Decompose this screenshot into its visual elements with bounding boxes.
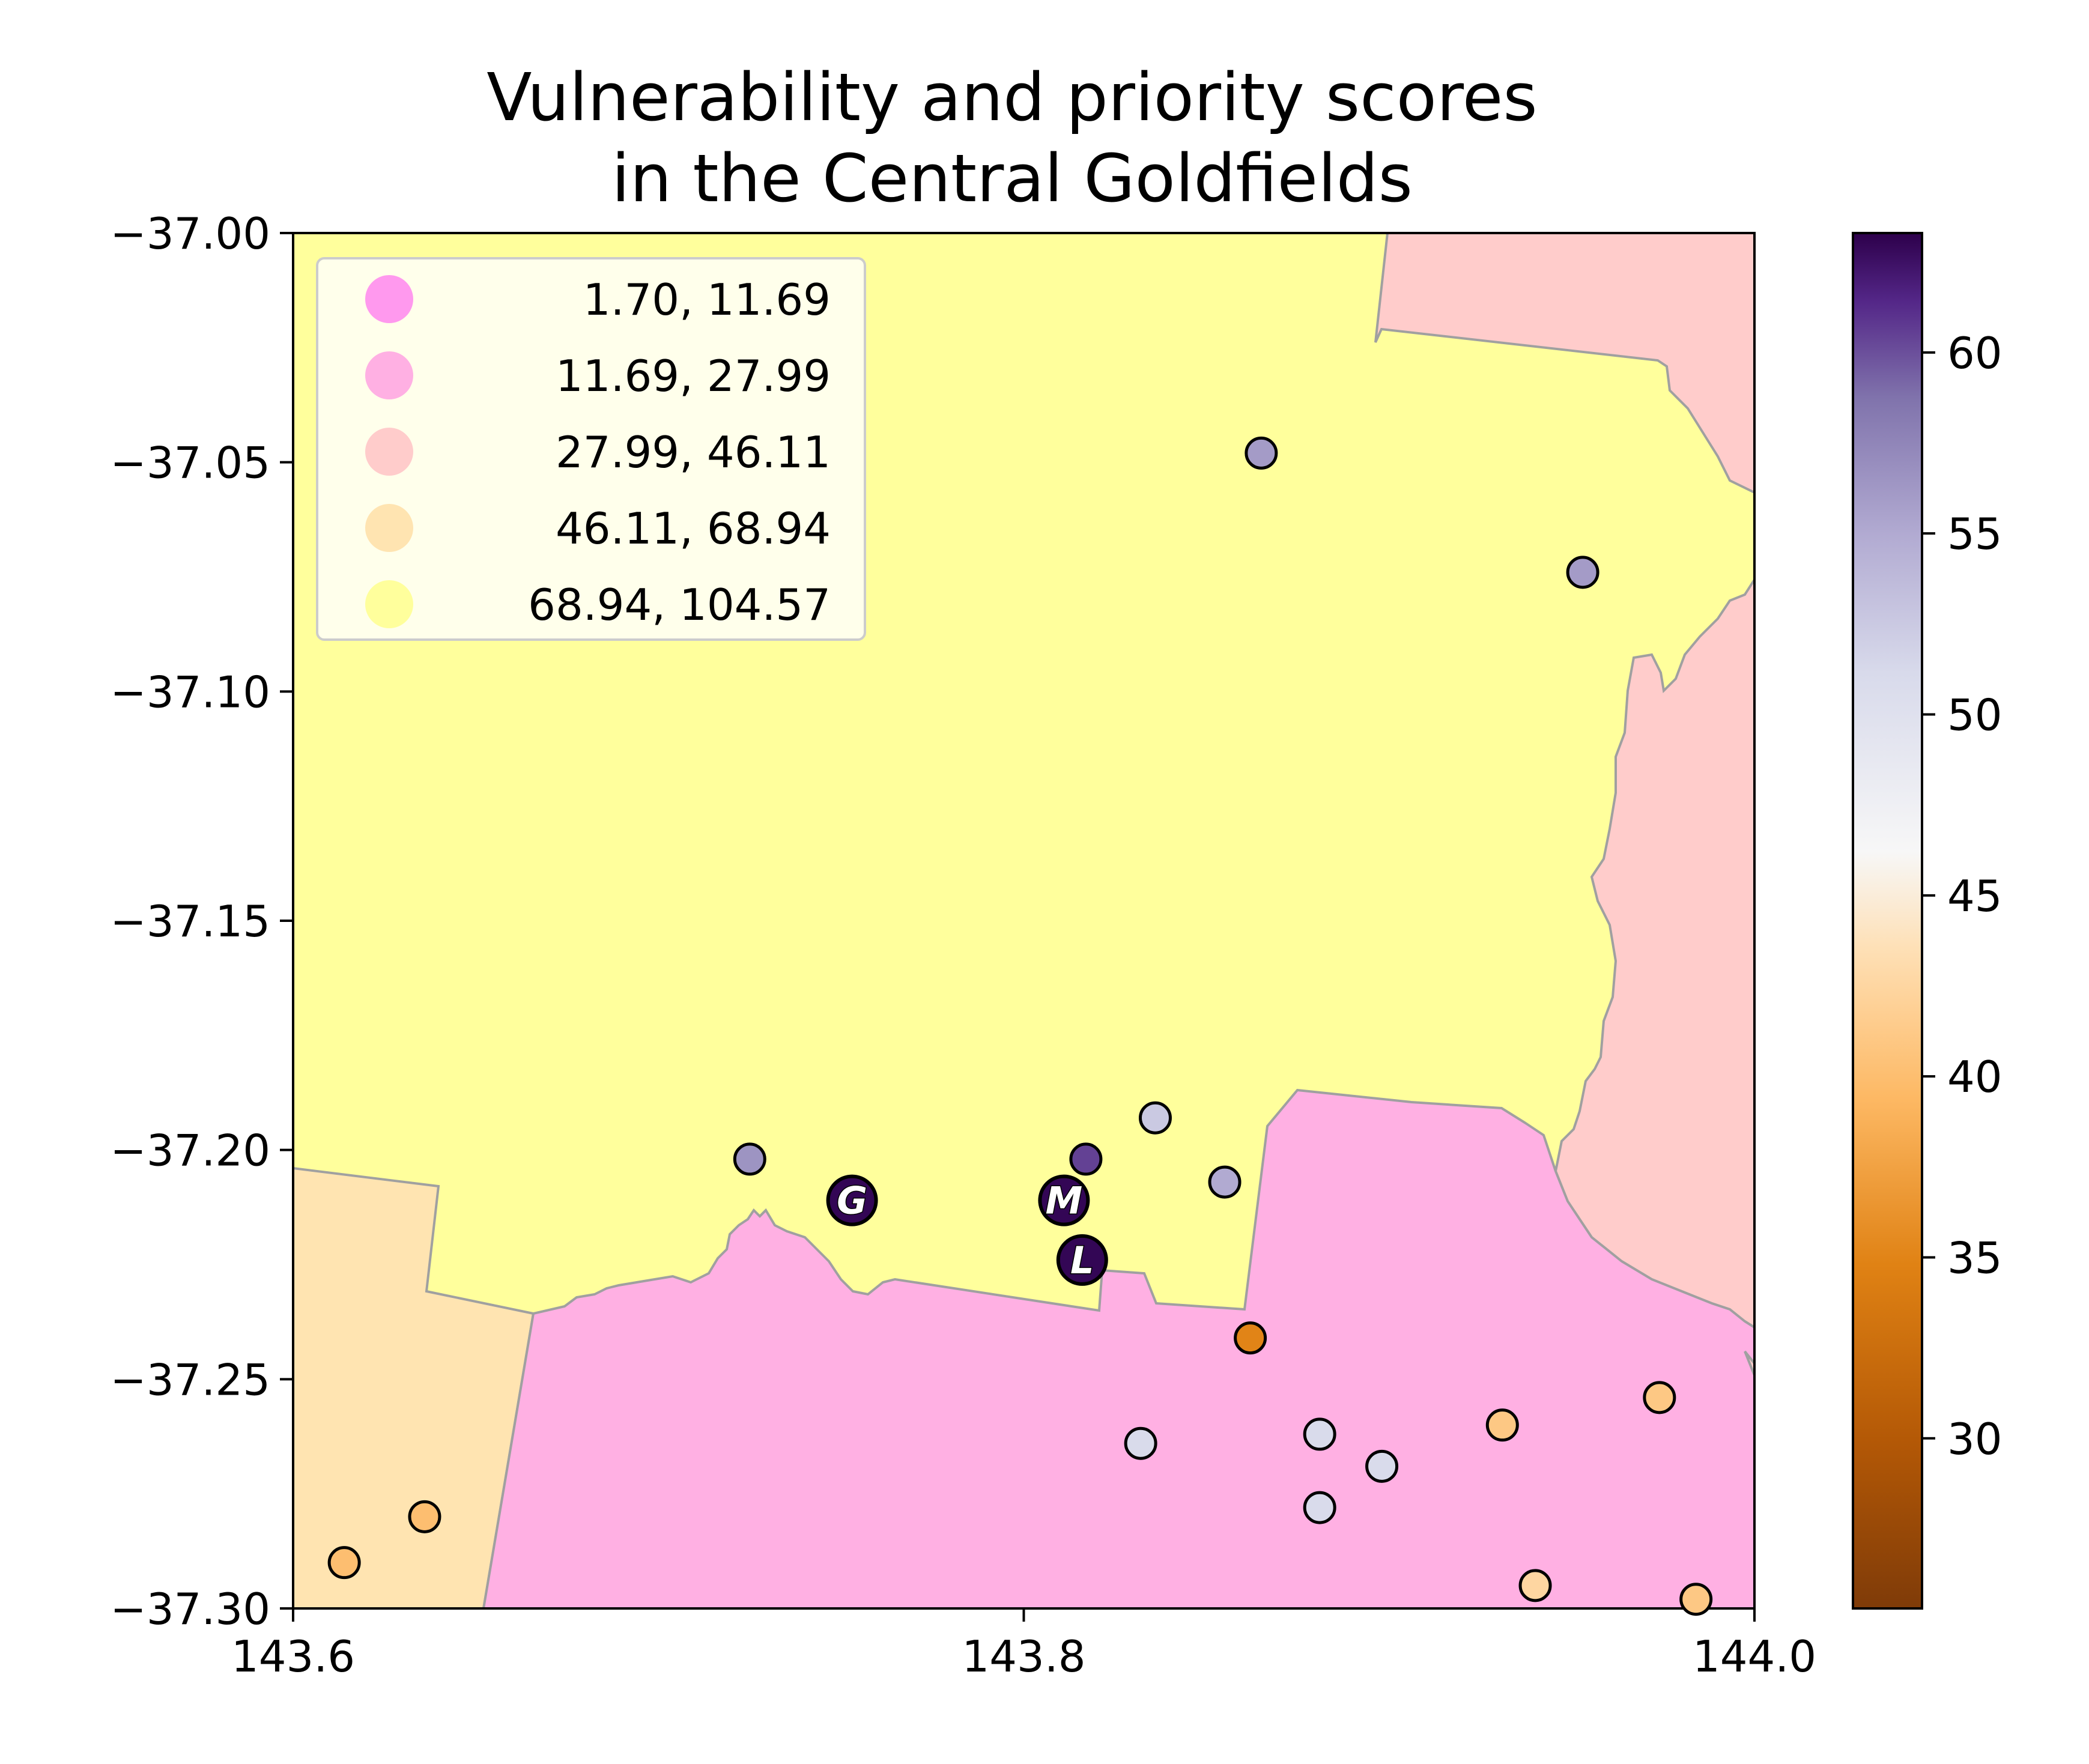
x-tick-label: 144.0 [1693, 1631, 1816, 1682]
map-point [1245, 436, 1278, 470]
legend-swatch [365, 504, 413, 552]
title-line-1: Vulnerability and priority scores [487, 59, 1537, 136]
y-tick-label: −37.30 [111, 1584, 270, 1634]
y-tick-label: −37.05 [111, 438, 270, 488]
legend-swatch [365, 275, 413, 323]
labeled-point-marker [1056, 1234, 1108, 1286]
colorbar-tick-label: 30 [1947, 1414, 2003, 1464]
x-axis-ticks: 143.6 143.8 144.0 [231, 1608, 1816, 1682]
colorbar-gradient [1852, 232, 1923, 1610]
map-point [1365, 1449, 1399, 1483]
points-layer [327, 436, 1713, 1616]
labeled-point-label: L [1070, 1238, 1094, 1282]
labeled-point-marker [1038, 1174, 1090, 1226]
labeled-point-label: M [1046, 1179, 1083, 1223]
y-tick-label: −37.25 [111, 1354, 270, 1405]
legend-box [316, 257, 866, 641]
y-tick-label: −37.15 [111, 896, 270, 947]
legend-swatch [365, 580, 413, 628]
legend-label: 11.69, 27.99 [556, 351, 831, 401]
x-tick-label: 143.6 [231, 1631, 355, 1682]
title-line-2: in the Central Goldfields [611, 140, 1413, 217]
legend-label: 1.70, 11.69 [583, 274, 831, 325]
y-tick-label: −37.10 [111, 667, 270, 717]
map-point [327, 1546, 361, 1580]
legend-label: 46.11, 68.94 [556, 503, 831, 554]
map-point [1303, 1417, 1336, 1451]
colorbar-tick-label: 35 [1947, 1232, 2003, 1283]
map-point [1643, 1381, 1676, 1414]
map-point [1485, 1408, 1519, 1442]
y-tick-label: −37.00 [111, 208, 270, 259]
map-point [1138, 1101, 1172, 1135]
map-point [1069, 1142, 1103, 1176]
labeled-point-label: G [837, 1179, 867, 1223]
colorbar-tick-label: 45 [1947, 871, 2003, 921]
legend-label: 27.99, 46.11 [556, 427, 831, 477]
colorbar-tick-label: 60 [1947, 328, 2003, 378]
labeled-point-marker [826, 1174, 878, 1226]
legend-swatch [365, 351, 413, 399]
map-point [733, 1142, 766, 1176]
y-tick-label: −37.20 [111, 1126, 270, 1176]
colorbar-tick-label: 55 [1947, 509, 2003, 559]
map-point [1303, 1491, 1336, 1524]
map-point [1679, 1583, 1713, 1616]
legend-label: 68.94, 104.57 [528, 580, 831, 630]
region-magenta [482, 1088, 1754, 1608]
map-point [408, 1500, 441, 1533]
map-point [1566, 556, 1599, 589]
colorbar-tick-label: 40 [1947, 1052, 2003, 1102]
labeled-points-layer: G ML [826, 1174, 1108, 1286]
map-point [1234, 1321, 1267, 1355]
colorbar: 30 35 40 45 50 55 60 [1852, 232, 2003, 1610]
map-point [1518, 1569, 1552, 1602]
legend: 1.70, 11.69 11.69, 27.99 27.99, 46.11 46.11… [316, 257, 866, 641]
colorbar-tick-label: 50 [1947, 690, 2003, 741]
y-axis-ticks: −37.00 −37.05 −37.10 −37.15 −37.20 −37.25 −37.… [111, 208, 293, 1634]
map-point [1124, 1426, 1157, 1460]
legend-swatch [365, 428, 413, 476]
map-point [1208, 1165, 1242, 1199]
x-tick-label: 143.8 [962, 1631, 1085, 1682]
